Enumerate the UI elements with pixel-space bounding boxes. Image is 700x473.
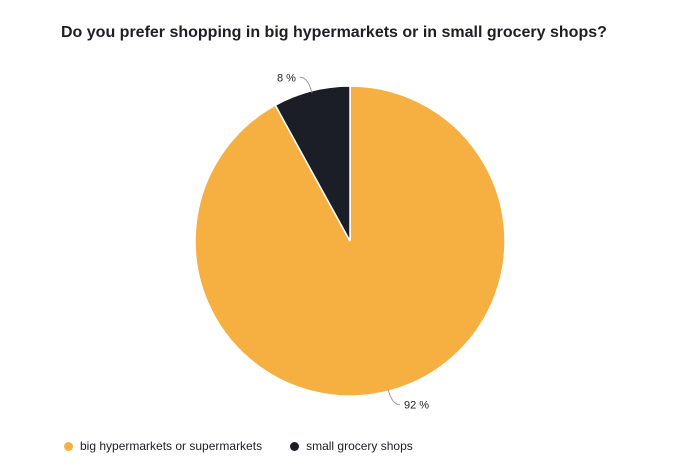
leader-line-small-grocery-shops (299, 76, 313, 93)
leader-line-big-hypermarkets (387, 389, 401, 406)
legend: big hypermarkets or supermarkets small g… (64, 439, 441, 453)
legend-label-small-grocery-shops: small grocery shops (306, 439, 413, 453)
slice-label-big-hypermarkets: 92 % (404, 400, 429, 412)
legend-item-big-hypermarkets[interactable]: big hypermarkets or supermarkets (64, 439, 262, 453)
slice-label-small-grocery-shops: 8 % (277, 72, 296, 84)
legend-dot-small-grocery-shops (290, 441, 300, 451)
legend-label-big-hypermarkets: big hypermarkets or supermarkets (80, 439, 263, 453)
legend-item-small-grocery-shops[interactable]: small grocery shops (290, 439, 413, 453)
legend-dot-big-hypermarkets (64, 441, 73, 451)
chart-title: Do you prefer shopping in big hypermarke… (61, 24, 607, 41)
